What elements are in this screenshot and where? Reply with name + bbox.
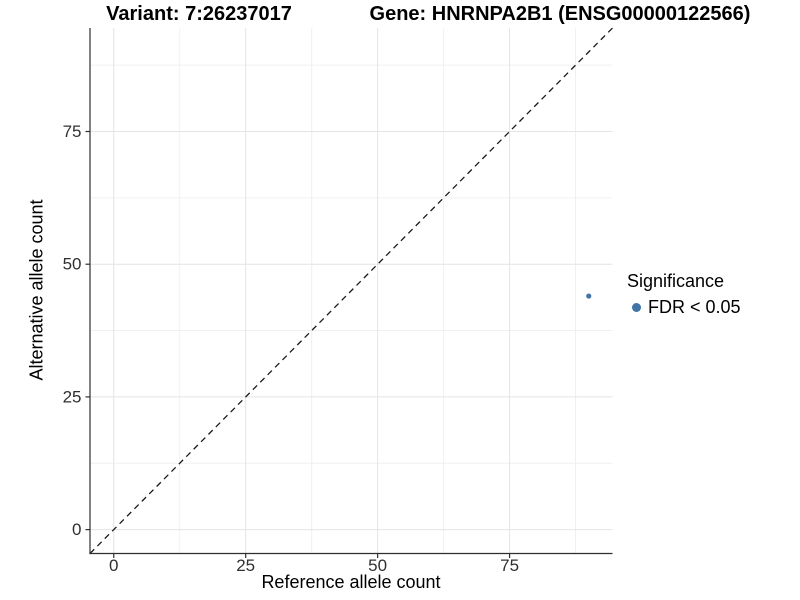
legend-item-label: FDR < 0.05 <box>648 297 741 317</box>
legend-title: Significance <box>627 271 725 291</box>
x-tick-label: 50 <box>368 556 387 575</box>
y-tick-label: 0 <box>72 520 81 539</box>
y-tick-label: 75 <box>63 122 82 141</box>
data-point <box>586 293 592 299</box>
x-axis-title: Reference allele count <box>261 572 441 592</box>
y-tick-label: 50 <box>63 255 82 274</box>
x-tick-label: 0 <box>109 556 118 575</box>
variant-title: Variant: 7:26237017 <box>106 3 292 25</box>
legend-item: FDR < 0.05 <box>627 297 741 318</box>
x-tick-label: 25 <box>236 556 255 575</box>
x-tick-label: 75 <box>500 556 519 575</box>
legend: Significance FDR < 0.05 <box>627 271 741 318</box>
y-tick-label: 25 <box>63 387 82 406</box>
y-axis-title: Alternative allele count <box>26 199 47 381</box>
identity-dashed-line <box>89 27 613 554</box>
legend-key-dot-icon <box>632 303 641 312</box>
gene-title: Gene: HNRNPA2B1 (ENSG00000122566) <box>369 3 751 25</box>
